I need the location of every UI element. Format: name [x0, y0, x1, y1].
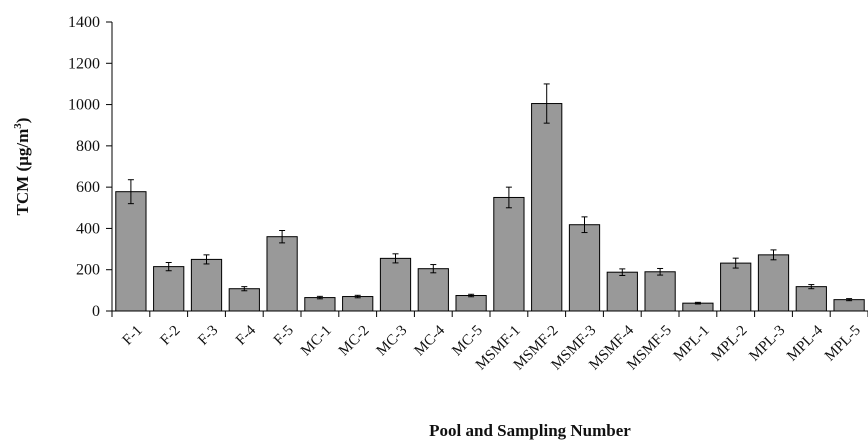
x-tick-label: F-4: [233, 322, 259, 348]
x-axis-title: Pool and Sampling Number: [429, 421, 631, 440]
y-axis-title: TCM (µg/m3): [12, 118, 32, 216]
x-tick-label: F-2: [157, 323, 183, 349]
bar: [190, 258, 223, 312]
y-tick-label: 200: [76, 262, 100, 279]
x-tick-label: MPL-4: [784, 322, 826, 364]
bar: [795, 286, 827, 312]
bar: [606, 271, 638, 312]
bar: [531, 103, 563, 312]
x-tick-label: MC-4: [411, 322, 448, 359]
bar: [455, 295, 487, 312]
y-tick-label: 1400: [68, 14, 100, 31]
x-tick-label: MPL-2: [709, 323, 751, 365]
bar: [644, 271, 676, 312]
bars: [115, 103, 865, 312]
bar: [115, 191, 147, 312]
bar: [493, 196, 525, 312]
bar: [228, 288, 260, 312]
y-axis-title-main: TCM (µg/m: [13, 129, 32, 216]
bar: [342, 296, 374, 312]
x-axis-ticks: F-1 F-2 F-3 F-4 F-5 MC-1 MC-2 MC-3 MC-4 MC-5MSMF-…: [111, 311, 868, 373]
bar: [266, 236, 298, 312]
y-tick-label: 600: [76, 179, 100, 196]
x-tick-label: F-1: [120, 323, 146, 349]
x-tick-label: MC-2: [336, 323, 373, 360]
x-tick-label: MC-3: [374, 323, 411, 360]
x-tick-label: MC-1: [298, 323, 335, 360]
x-tick-label: F-5: [271, 323, 297, 349]
bar: [379, 257, 412, 312]
x-tick-label: F-3: [195, 323, 221, 349]
y-tick-label: 1000: [68, 97, 100, 114]
bar: [833, 299, 865, 312]
x-tick-label: MPL-1: [671, 323, 713, 365]
x-tick-label: MPL-3: [746, 323, 788, 365]
y-tick-label: 400: [76, 220, 100, 237]
y-tick-label: 1200: [68, 55, 100, 72]
bar: [720, 262, 752, 312]
y-axis-title-superscript: 3: [12, 123, 24, 129]
x-tick-label: MPL-5: [822, 323, 864, 365]
y-tick-label: 0: [92, 303, 100, 320]
bar: [568, 224, 601, 312]
y-axis-title-close: ): [13, 118, 32, 124]
bar: [757, 254, 790, 312]
bar: [304, 297, 336, 312]
bar: [153, 266, 185, 312]
error-bars: [127, 83, 853, 305]
y-tick-label: 800: [76, 138, 100, 155]
y-axis-ticks: 0 200 400 600 800 1000 1200 1400: [68, 14, 112, 320]
bar: [417, 268, 449, 312]
